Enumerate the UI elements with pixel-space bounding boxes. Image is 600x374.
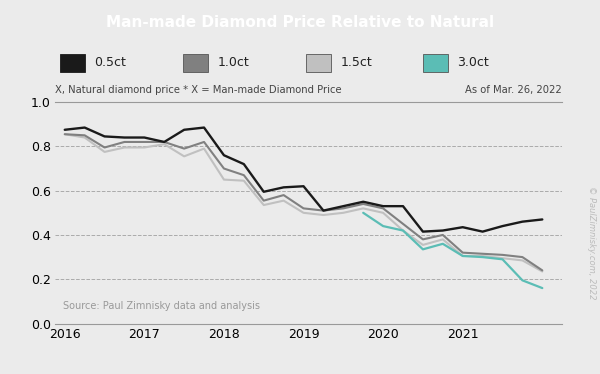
Text: 1.5ct: 1.5ct bbox=[340, 56, 372, 69]
Bar bbox=[60, 54, 85, 72]
Text: As of Mar. 26, 2022: As of Mar. 26, 2022 bbox=[466, 85, 562, 95]
Bar bbox=[423, 54, 448, 72]
Text: 3.0ct: 3.0ct bbox=[457, 56, 489, 69]
Text: 1.0ct: 1.0ct bbox=[217, 56, 249, 69]
Text: 0.5ct: 0.5ct bbox=[94, 56, 126, 69]
Text: Source: Paul Zimnisky data and analysis: Source: Paul Zimnisky data and analysis bbox=[63, 301, 260, 311]
Bar bbox=[183, 54, 208, 72]
Text: X, Natural diamond price * X = Man-made Diamond Price: X, Natural diamond price * X = Man-made … bbox=[55, 85, 342, 95]
Text: Man-made Diamond Price Relative to Natural: Man-made Diamond Price Relative to Natur… bbox=[106, 15, 494, 30]
Bar bbox=[306, 54, 331, 72]
Text: © PaulZimnisky.com, 2022: © PaulZimnisky.com, 2022 bbox=[587, 186, 596, 300]
